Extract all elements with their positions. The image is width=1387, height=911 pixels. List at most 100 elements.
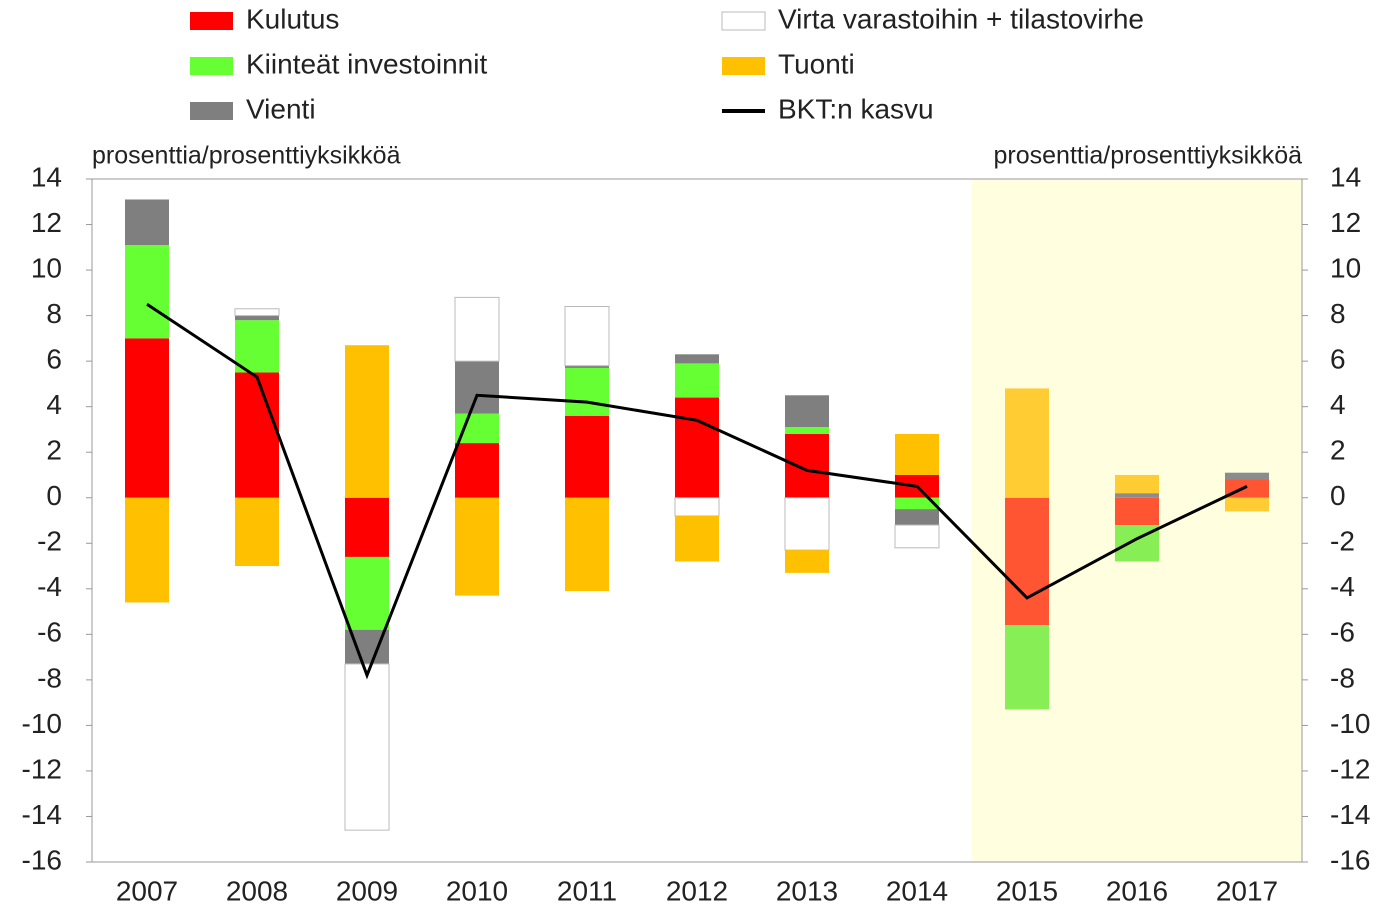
bar-segment [235, 372, 279, 498]
bar-segment [895, 497, 939, 510]
bar-segment [564, 305, 610, 367]
x-tick-label: 2007 [116, 875, 178, 906]
bar-segment [675, 515, 719, 562]
bar-segment [125, 497, 169, 603]
bar-segment [455, 413, 499, 444]
y2-tick-label: 8 [1330, 298, 1346, 329]
y-tick-label: 6 [46, 344, 62, 375]
bar-segment [235, 320, 279, 373]
bar-segment [895, 433, 939, 475]
x-tick-label: 2008 [226, 875, 288, 906]
bar-segment [125, 245, 169, 339]
bar-segment [345, 345, 389, 498]
y2-tick-label: -2 [1330, 526, 1355, 557]
bar-segment [1005, 388, 1049, 498]
legend-label: Kulutus [246, 3, 339, 34]
bar-segment [784, 497, 830, 551]
y-tick-label: 12 [31, 207, 62, 238]
y2-tick-label: -6 [1330, 617, 1355, 648]
y-tick-label: -14 [22, 799, 62, 830]
bar-segment [565, 367, 609, 416]
bar-segment [894, 524, 940, 549]
y2-tick-label: 0 [1330, 480, 1346, 511]
bar-segment [455, 361, 499, 414]
legend-label: BKT:n kasvu [778, 93, 934, 124]
bar-segment [125, 338, 169, 498]
y-tick-label: 10 [31, 252, 62, 283]
bar-segment [674, 497, 720, 517]
y2-tick-label: 4 [1330, 389, 1346, 420]
bar-segment [345, 497, 389, 557]
legend-label: Kiinteät investoinnit [246, 48, 487, 79]
y-tick-label: -8 [37, 662, 62, 693]
bar-segment [785, 395, 829, 428]
bar-segment [785, 427, 829, 434]
bar-segment [565, 365, 609, 368]
y2-tick-label: -12 [1330, 753, 1370, 784]
unit-label-left: prosenttia/prosenttiyksikköä [92, 142, 401, 170]
bar-segment [344, 663, 390, 831]
legend-label: Virta varastoihin + tilastovirhe [778, 3, 1144, 34]
x-tick-label: 2016 [1106, 875, 1168, 906]
legend-swatch [190, 12, 233, 30]
legend-swatch [190, 102, 233, 120]
x-tick-label: 2017 [1216, 875, 1278, 906]
bar-segment [895, 509, 939, 526]
gdp-line [146, 302, 1248, 680]
x-tick-label: 2015 [996, 875, 1058, 906]
y-tick-label: -4 [37, 571, 62, 602]
y-tick-label: 8 [46, 298, 62, 329]
bar-segment [1115, 497, 1159, 526]
x-tick-label: 2014 [886, 875, 948, 906]
x-tick-label: 2011 [557, 875, 617, 906]
bar-segment [1115, 474, 1159, 494]
bar-segment [565, 415, 609, 498]
legend-swatch [190, 57, 233, 75]
y-tick-label: 14 [31, 161, 62, 192]
x-tick-label: 2010 [446, 875, 508, 906]
y2-tick-label: -4 [1330, 571, 1355, 602]
y2-tick-label: -16 [1330, 844, 1370, 875]
unit-label-right: prosenttia/prosenttiyksikköä [994, 142, 1303, 170]
bar-segment [565, 497, 609, 592]
bar-segment [454, 296, 500, 362]
bar-segment [234, 308, 280, 317]
bar-segment [1005, 625, 1049, 710]
bar-segment [235, 315, 279, 321]
bar-segment [785, 550, 829, 573]
legend-swatch [722, 57, 765, 75]
legend-label: Tuonti [778, 48, 855, 79]
bar-segment [1225, 472, 1269, 480]
bar-segment [1115, 493, 1159, 498]
bar-segment [675, 397, 719, 498]
x-tick-label: 2009 [336, 875, 398, 906]
bar-segment [675, 363, 719, 398]
bar-segment [1225, 497, 1269, 512]
legend-label: Vienti [246, 93, 316, 124]
bar-segment [785, 433, 829, 498]
y-tick-label: -6 [37, 617, 62, 648]
y2-tick-label: 12 [1330, 207, 1361, 238]
bar-segment [675, 354, 719, 364]
x-tick-label: 2013 [776, 875, 838, 906]
bar-segment [125, 199, 169, 246]
y2-tick-label: -14 [1330, 799, 1370, 830]
y-tick-label: 0 [46, 480, 62, 511]
bar-segment [235, 497, 279, 567]
x-tick-label: 2012 [666, 875, 728, 906]
y-tick-label: 2 [46, 435, 62, 466]
y2-tick-label: 10 [1330, 252, 1361, 283]
legend-swatch [721, 11, 766, 31]
bar-segment [345, 556, 389, 630]
y-tick-label: -16 [22, 844, 62, 875]
bar-segment [455, 443, 499, 498]
y-tick-label: -2 [37, 526, 62, 557]
y2-tick-label: 6 [1330, 344, 1346, 375]
bar-segment [1005, 497, 1049, 626]
bar-segment [455, 497, 499, 596]
y2-tick-label: -10 [1330, 708, 1370, 739]
plot-frame [91, 178, 1303, 863]
y-tick-label: -12 [22, 753, 62, 784]
y2-tick-label: 2 [1330, 435, 1346, 466]
